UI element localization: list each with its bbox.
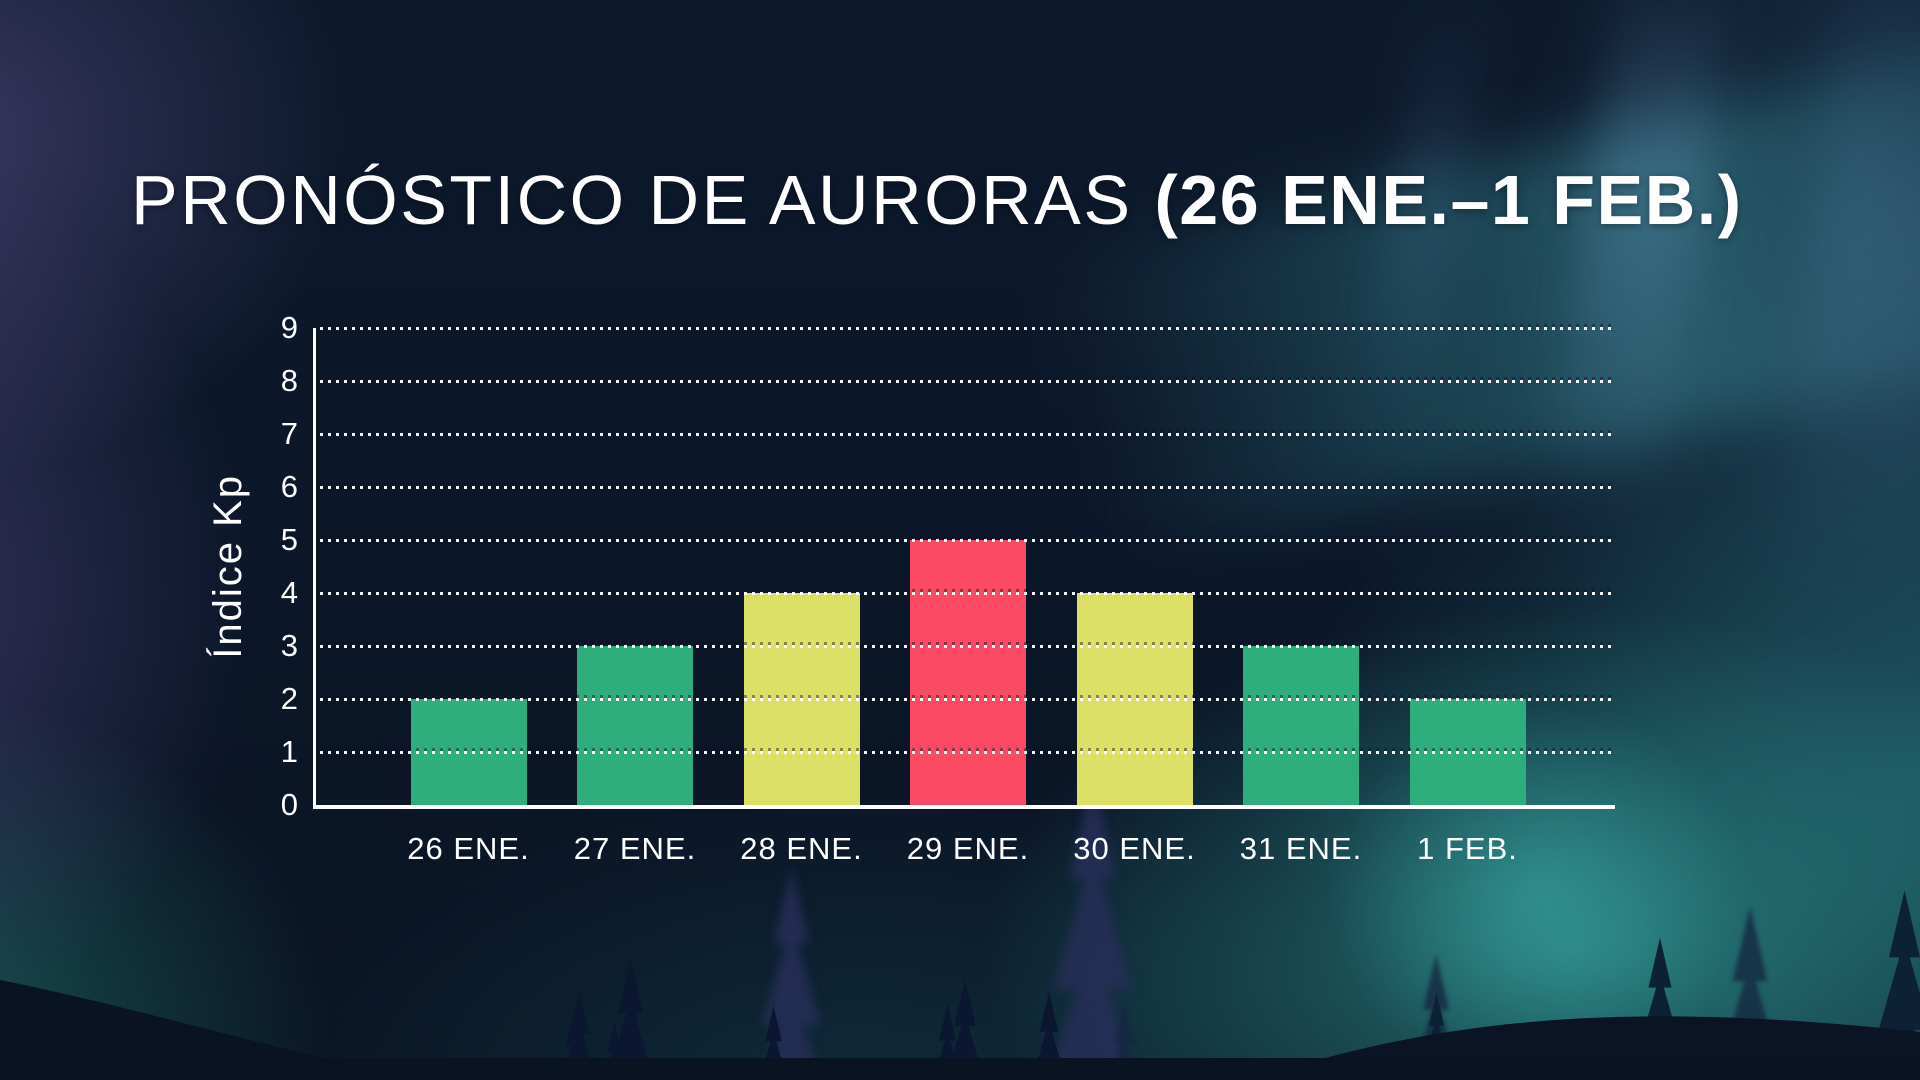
y-tick-0: 0 — [280, 787, 298, 822]
x-label-31-ene: 31 ENE. — [1239, 831, 1363, 866]
bar-27-ene — [577, 646, 693, 805]
y-tick-2: 2 — [280, 681, 298, 716]
plot-area: 0 1 2 3 4 5 6 7 8 9 26 ENE. 27 ENE. 28 ENE. 29 ENE. 30… — [281, 310, 1615, 866]
y-axis-title-text: Índice Kp — [206, 474, 250, 659]
y-tick-7: 7 — [280, 416, 298, 451]
y-tick-8: 8 — [280, 363, 298, 398]
x-label-29-ene: 29 ENE. — [906, 831, 1030, 866]
gridline-1 — [320, 750, 1615, 754]
gridline-6 — [320, 485, 1615, 489]
page-title: PRONÓSTICO DE AURORAS (26 ENE.–1 FEB.) — [131, 160, 1743, 241]
title-date-range: (26 ENE.–1 FEB.) — [1154, 161, 1743, 239]
x-label-28-ene: 28 ENE. — [740, 831, 863, 866]
gridline-7 — [320, 432, 1615, 436]
gridline-8 — [320, 379, 1615, 383]
y-tick-3: 3 — [280, 628, 298, 663]
x-label-27-ene: 27 ENE. — [573, 831, 697, 866]
title-text: PRONÓSTICO DE AURORAS — [131, 161, 1155, 239]
x-label-30-ene: 30 ENE. — [1073, 831, 1196, 866]
gridline-9 — [320, 326, 1615, 330]
gridline-4 — [320, 591, 1615, 595]
y-tick-1: 1 — [280, 734, 298, 769]
gridline-2 — [320, 697, 1615, 701]
y-tick-6: 6 — [280, 469, 298, 504]
y-tick-5: 5 — [280, 522, 298, 557]
gridline-3 — [320, 644, 1615, 648]
y-axis-title: Índice Kp — [206, 328, 251, 805]
x-label-1-feb: 1 FEB. — [1417, 831, 1518, 866]
bar-29-ene — [910, 540, 1026, 805]
y-tick-9: 9 — [280, 310, 298, 345]
gridline-5 — [320, 538, 1615, 542]
y-tick-4: 4 — [280, 575, 298, 610]
x-label-26-ene: 26 ENE. — [407, 831, 530, 866]
bar-31-ene — [1243, 646, 1359, 805]
